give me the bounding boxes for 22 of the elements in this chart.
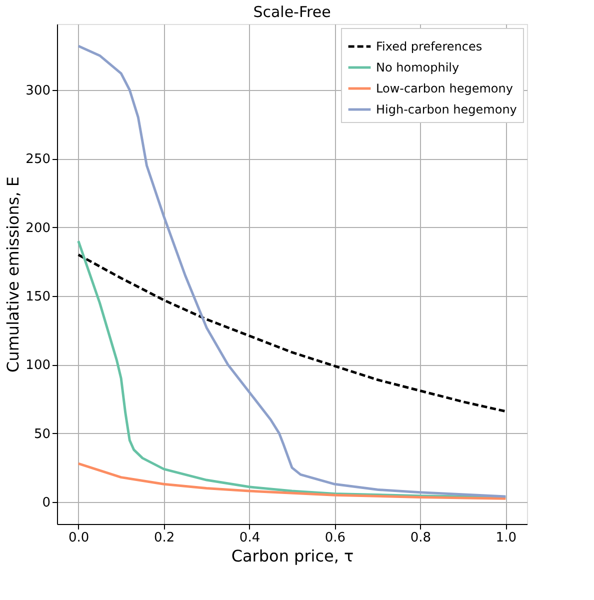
y-tick-label: 250 [26,152,50,168]
x-tick-label: 0.0 [68,530,90,546]
legend-label: No homophily [376,60,460,74]
y-axis-title: Cumulative emissions, E [4,176,23,372]
y-tick-label: 0 [42,496,50,511]
x-tick-label: 0.2 [154,530,175,546]
line-series [77,462,507,500]
y-tick-label: 200 [26,220,50,236]
x-axis-title: Carbon price, τ [231,546,354,566]
x-tick-label: 0.6 [324,530,346,546]
x-tick-label: 0.8 [410,530,432,546]
legend-label: Fixed preferences [376,40,482,54]
line-series [77,254,507,413]
chart-title: Scale-Free [253,3,331,21]
x-tick-label: 0.4 [239,530,260,546]
legend-label: High-carbon hegemony [376,102,517,116]
y-tick-label: 100 [26,358,50,374]
y-tick-label: 300 [26,83,50,98]
x-tick-label: 1.0 [496,530,516,546]
y-tick-label: 150 [26,289,50,304]
y-tick-label: 50 [34,426,50,442]
legend-label: Low-carbon hegemony [376,82,513,96]
